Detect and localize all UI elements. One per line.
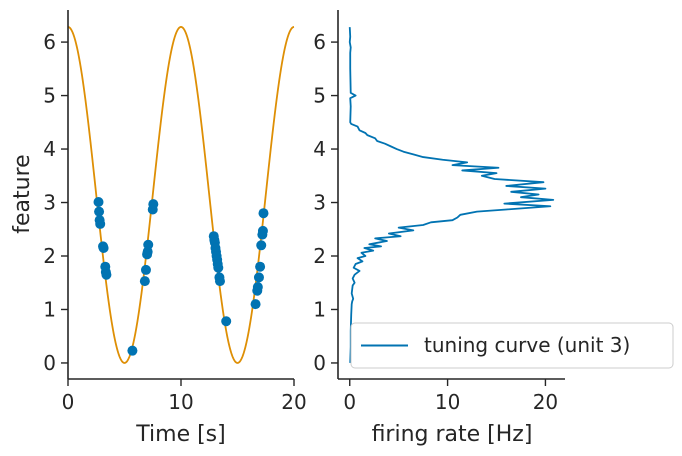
left-y-tick-label: 0 bbox=[43, 351, 56, 375]
feature-time-plot: 0 10 20 0 1 2 3 4 5 6 Time [s] feature bbox=[10, 10, 307, 447]
left-x-axis-label: Time [s] bbox=[135, 422, 225, 447]
spike-point bbox=[143, 239, 154, 250]
left-y-tick-label: 1 bbox=[43, 297, 56, 321]
left-y-tick-label: 6 bbox=[43, 30, 56, 54]
spike-point bbox=[257, 225, 268, 236]
spike-point bbox=[252, 282, 263, 293]
right-y-tick-label: 0 bbox=[313, 351, 326, 375]
right-x-tick-label: 0 bbox=[343, 390, 356, 414]
legend-box bbox=[350, 322, 674, 369]
legend: tuning curve (unit 3) bbox=[350, 322, 674, 369]
left-x-tick-label: 10 bbox=[168, 390, 193, 414]
spike-point bbox=[250, 299, 261, 310]
right-y-tick-label: 2 bbox=[313, 244, 326, 268]
tuning-curve-plot: 0 10 20 0 1 2 3 4 5 6 firing rate [Hz] tuning cur… bbox=[313, 10, 674, 447]
tuning-curve-line bbox=[348, 27, 555, 363]
left-y-tick-label: 4 bbox=[43, 137, 56, 161]
spike-point bbox=[253, 272, 264, 283]
spike-point bbox=[94, 206, 105, 217]
right-y-tick-label: 4 bbox=[313, 137, 326, 161]
right-y-tick-label: 5 bbox=[313, 84, 326, 108]
spike-point bbox=[213, 262, 224, 273]
spike-point bbox=[258, 208, 269, 219]
spike-point bbox=[148, 199, 159, 210]
left-x-tick-label: 20 bbox=[281, 390, 306, 414]
spike-point bbox=[221, 316, 232, 327]
left-y-tick-label: 3 bbox=[43, 191, 56, 215]
spike-point bbox=[256, 240, 267, 251]
left-y-axis-label: feature bbox=[10, 154, 35, 233]
spike-point bbox=[95, 218, 106, 229]
spike-point bbox=[214, 276, 225, 287]
spike-point bbox=[98, 242, 109, 253]
right-plot-marks bbox=[348, 27, 555, 363]
right-y-tick-label: 1 bbox=[313, 297, 326, 321]
right-x-tick-label: 10 bbox=[435, 390, 460, 414]
right-x-tick-label: 20 bbox=[533, 390, 558, 414]
spike-point bbox=[127, 345, 138, 356]
spike-point bbox=[139, 276, 150, 287]
right-y-tick-label: 6 bbox=[313, 30, 326, 54]
right-y-tick-label: 3 bbox=[313, 191, 326, 215]
spike-point bbox=[101, 269, 112, 280]
left-y-tick-label: 2 bbox=[43, 244, 56, 268]
left-x-tick-label: 0 bbox=[62, 390, 75, 414]
left-plot-marks bbox=[67, 26, 295, 364]
spike-point bbox=[93, 196, 104, 207]
left-axes: 0 10 20 0 1 2 3 4 5 6 bbox=[43, 10, 307, 414]
spike-point bbox=[255, 261, 266, 272]
trajectory-line bbox=[67, 26, 295, 364]
spike-point bbox=[140, 264, 151, 275]
right-axes: 0 10 20 0 1 2 3 4 5 6 bbox=[313, 10, 565, 414]
right-x-axis-label: firing rate [Hz] bbox=[372, 422, 533, 447]
left-y-tick-label: 5 bbox=[43, 84, 56, 108]
legend-label: tuning curve (unit 3) bbox=[424, 333, 630, 357]
